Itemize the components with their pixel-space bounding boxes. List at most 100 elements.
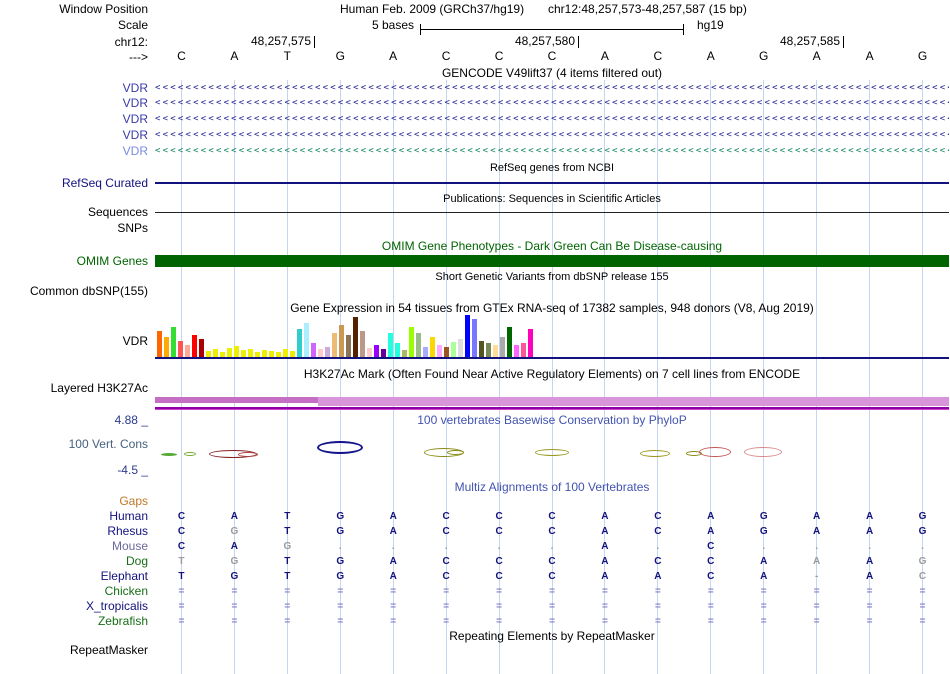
omim-gene-bar[interactable] (155, 255, 949, 267)
gtex-expression-bar[interactable] (297, 329, 302, 357)
gencode-item-label[interactable]: VDR (122, 81, 148, 95)
vert-cons-label[interactable]: 100 Vert. Cons (68, 437, 148, 451)
gtex-expression-bar[interactable] (178, 341, 183, 357)
gencode-item-label[interactable]: VDR (122, 144, 148, 158)
gtex-expression-bar[interactable] (346, 335, 351, 357)
gtex-expression-bar[interactable] (185, 345, 190, 357)
gtex-expression-bar[interactable] (332, 333, 337, 357)
multiz-species-label-elephant[interactable]: Elephant (100, 569, 148, 583)
gencode-transcript-arrows[interactable]: <<<<<<<<<<<<<<<<<<<<<<<<<<<<<<<<<<<<<<<<… (155, 114, 949, 124)
alignment-base: C (495, 526, 503, 537)
gtex-expression-bar[interactable] (430, 337, 435, 357)
gtex-expression-bar[interactable] (262, 350, 267, 357)
gtex-expression-bar[interactable] (157, 331, 162, 357)
gtex-expression-bar[interactable] (353, 317, 358, 357)
gtex-expression-bar[interactable] (171, 327, 176, 357)
multiz-species-label-gaps[interactable]: Gaps (119, 494, 148, 508)
gtex-expression-bar[interactable] (507, 327, 512, 357)
omim-genes-label[interactable]: OMIM Genes (76, 254, 148, 268)
multiz-species-label-chicken[interactable]: Chicken (104, 584, 148, 598)
gtex-expression-bar[interactable] (192, 335, 197, 357)
gtex-expression-bar[interactable] (500, 337, 505, 357)
refseq-gene-line[interactable] (155, 182, 949, 184)
gtex-expression-bar[interactable] (318, 349, 323, 357)
common-dbsnp-label[interactable]: Common dbSNP(155) (29, 284, 148, 298)
gtex-expression-bar[interactable] (465, 315, 470, 357)
gtex-expression-bar[interactable] (409, 327, 414, 357)
gtex-expression-bar[interactable] (444, 347, 449, 357)
h3k27ac-signal-segment[interactable] (318, 397, 949, 406)
multiz-species-label-x_tropicalis[interactable]: X_tropicalis (85, 599, 148, 613)
gencode-track-title: GENCODE V49lift37 (4 items filtered out) (441, 66, 663, 80)
gencode-item-label[interactable]: VDR (122, 112, 148, 126)
gencode-transcript-arrows[interactable]: <<<<<<<<<<<<<<<<<<<<<<<<<<<<<<<<<<<<<<<<… (155, 130, 949, 140)
gtex-expression-bar[interactable] (360, 331, 365, 357)
gtex-expression-bar[interactable] (248, 349, 253, 357)
gtex-expression-bar[interactable] (290, 351, 295, 357)
gtex-expression-bar[interactable] (381, 349, 386, 357)
gtex-expression-bar[interactable] (367, 348, 372, 357)
gtex-expression-bar[interactable] (339, 325, 344, 357)
alignment-base: G (336, 571, 345, 582)
gtex-expression-bar[interactable] (395, 343, 400, 357)
alignment-base: = (496, 616, 502, 627)
gtex-expression-bar[interactable] (269, 351, 274, 357)
gencode-transcript-arrows[interactable]: <<<<<<<<<<<<<<<<<<<<<<<<<<<<<<<<<<<<<<<<… (155, 83, 949, 93)
gtex-expression-bar[interactable] (164, 337, 169, 357)
gtex-expression-bar[interactable] (241, 350, 246, 357)
gencode-transcript-arrows[interactable]: <<<<<<<<<<<<<<<<<<<<<<<<<<<<<<<<<<<<<<<<… (155, 146, 949, 156)
gtex-expression-bar[interactable] (206, 351, 211, 357)
gtex-expression-bar[interactable] (472, 319, 477, 357)
refseq-curated-label[interactable]: RefSeq Curated (61, 176, 148, 190)
alignment-base: A (601, 511, 609, 522)
gtex-expression-bar[interactable] (255, 352, 260, 357)
gtex-expression-bar[interactable] (437, 345, 442, 357)
repeatmasker-label[interactable]: RepeatMasker (69, 643, 148, 657)
gtex-expression-bar[interactable] (521, 343, 526, 357)
h3k27ac-signal-segment[interactable] (155, 409, 949, 410)
gtex-expression-bar[interactable] (402, 350, 407, 357)
gtex-expression-bar[interactable] (479, 341, 484, 357)
gtex-expression-bar[interactable] (451, 342, 456, 357)
gencode-transcript-arrows[interactable]: <<<<<<<<<<<<<<<<<<<<<<<<<<<<<<<<<<<<<<<<… (155, 98, 949, 108)
sequences-line[interactable] (155, 212, 949, 213)
gtex-gene-baseline[interactable] (155, 357, 949, 359)
gtex-gene-label[interactable]: VDR (122, 334, 148, 348)
gencode-item-label[interactable]: VDR (122, 128, 148, 142)
gtex-expression-bar[interactable] (283, 349, 288, 357)
gtex-expression-bar[interactable] (234, 346, 239, 357)
gtex-expression-bar[interactable] (227, 348, 232, 357)
gtex-expression-bar[interactable] (374, 345, 379, 357)
reference-base: T (283, 49, 291, 63)
gtex-expression-bar[interactable] (486, 343, 491, 357)
gtex-expression-bar[interactable] (325, 347, 330, 357)
sequences-label[interactable]: Sequences (87, 205, 148, 219)
gtex-expression-bar[interactable] (416, 333, 421, 357)
multiz-species-label-rhesus[interactable]: Rhesus (107, 524, 148, 538)
gencode-item-label[interactable]: VDR (122, 96, 148, 110)
h3k27ac-signal-segment[interactable] (155, 397, 318, 403)
multiz-species-label-human[interactable]: Human (109, 509, 148, 523)
gtex-expression-bar[interactable] (199, 339, 204, 357)
gtex-expression-bar[interactable] (311, 343, 316, 357)
gtex-expression-bar[interactable] (493, 345, 498, 357)
h3k27ac-signal-segment[interactable] (155, 407, 949, 409)
gtex-expression-bar[interactable] (423, 347, 428, 357)
scale-bar-text: 5 bases (371, 18, 414, 32)
multiz-species-label-dog[interactable]: Dog (125, 554, 148, 568)
gtex-expression-bar[interactable] (213, 349, 218, 357)
layered-h3k27ac-label[interactable]: Layered H3K27Ac (50, 381, 148, 395)
alignment-base: = (231, 616, 238, 627)
snps-label[interactable]: SNPs (117, 221, 148, 235)
gtex-expression-bar[interactable] (304, 323, 309, 357)
gtex-expression-bar[interactable] (220, 352, 225, 357)
window-position-label: Window Position (59, 2, 148, 16)
multiz-species-label-zebrafish[interactable]: Zebrafish (97, 614, 148, 628)
gtex-expression-bar[interactable] (514, 345, 519, 357)
gtex-expression-bar[interactable] (528, 329, 533, 357)
gtex-expression-bar[interactable] (388, 333, 393, 357)
gtex-expression-bar[interactable] (458, 339, 463, 357)
alignment-base: A (865, 511, 874, 522)
gtex-expression-bar[interactable] (276, 352, 281, 357)
multiz-species-label-mouse[interactable]: Mouse (111, 539, 148, 553)
